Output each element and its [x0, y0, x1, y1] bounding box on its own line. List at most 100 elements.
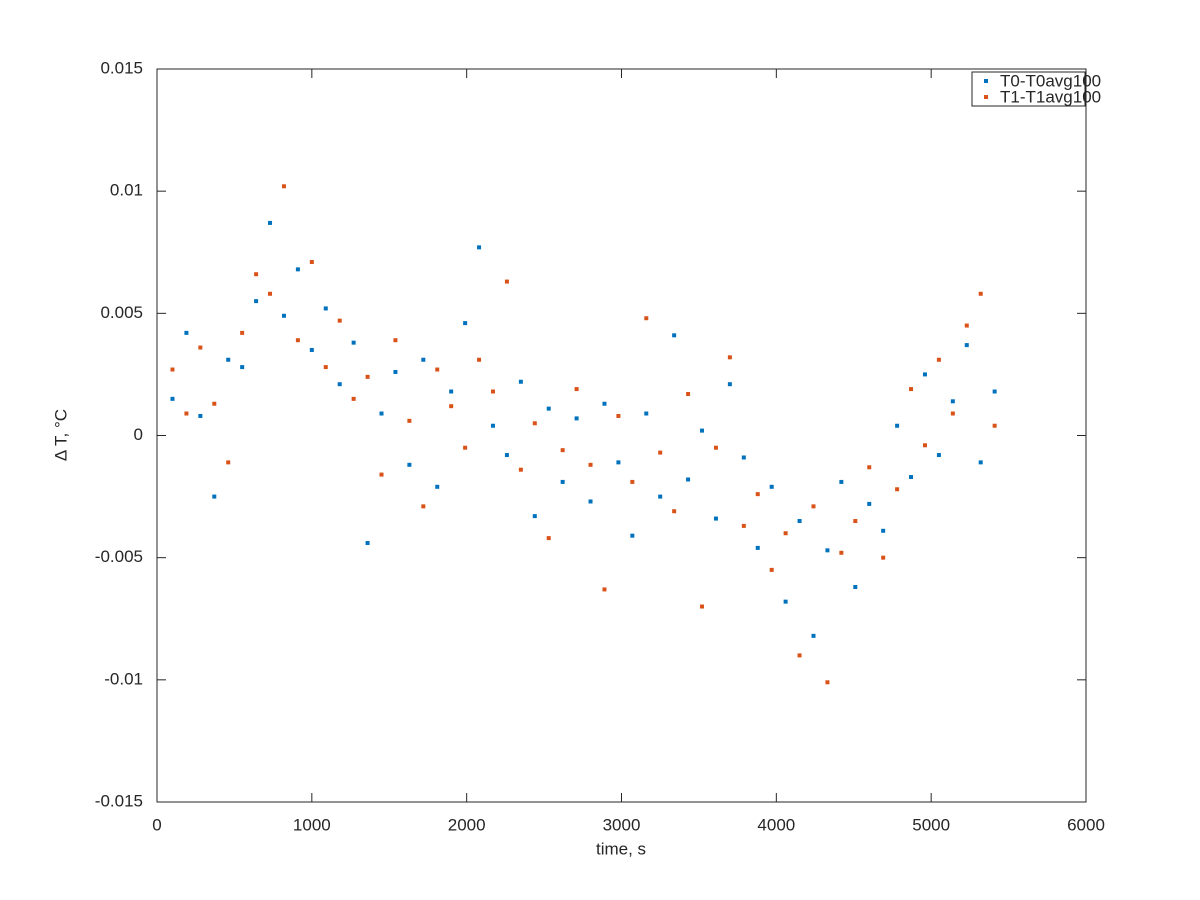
point: [839, 479, 844, 484]
point: [700, 604, 705, 609]
point: [686, 391, 691, 396]
point: [309, 347, 314, 352]
y-tick-label: -0.015: [95, 791, 143, 810]
x-axis-label: time, s: [596, 839, 646, 858]
point: [407, 462, 412, 467]
x-tick-label: 1000: [293, 815, 331, 834]
point: [421, 357, 426, 362]
point: [895, 423, 900, 428]
legend-label: T0-T0avg100: [1000, 71, 1101, 90]
point: [532, 514, 537, 519]
point: [463, 321, 468, 326]
point: [658, 450, 663, 455]
point: [992, 423, 997, 428]
point: [950, 411, 955, 416]
y-tick-label: -0.005: [95, 547, 143, 566]
point: [992, 389, 997, 394]
x-tick-label: 0: [152, 815, 161, 834]
point: [254, 272, 259, 277]
point: [783, 531, 788, 536]
point: [672, 509, 677, 514]
point: [867, 465, 872, 470]
point: [978, 291, 983, 296]
point: [978, 460, 983, 465]
point: [546, 406, 551, 411]
point: [560, 479, 565, 484]
legend-label: T1-T1avg100: [1000, 87, 1101, 106]
point: [449, 404, 454, 409]
x-tick-label: 5000: [912, 815, 950, 834]
point: [518, 467, 523, 472]
point: [672, 333, 677, 338]
y-tick-label: 0.005: [100, 303, 143, 322]
x-tick-label: 4000: [757, 815, 795, 834]
point: [881, 555, 886, 560]
point: [909, 387, 914, 392]
point: [477, 357, 482, 362]
point: [337, 382, 342, 387]
point: [212, 401, 217, 406]
point: [379, 411, 384, 416]
point: [504, 279, 509, 284]
x-tick-label: 2000: [448, 815, 486, 834]
point: [811, 504, 816, 509]
legend-box: [971, 71, 1086, 107]
point: [644, 316, 649, 321]
y-tick-label: 0.01: [110, 181, 143, 200]
point: [268, 220, 273, 225]
point: [323, 365, 328, 370]
y-tick-label: -0.01: [104, 669, 143, 688]
point: [713, 445, 718, 450]
point: [588, 499, 593, 504]
point: [741, 523, 746, 528]
point: [198, 413, 203, 418]
point: [421, 504, 426, 509]
point: [964, 343, 969, 348]
point: [504, 453, 509, 458]
point: [379, 472, 384, 477]
point: [783, 599, 788, 604]
y-tick-label: 0: [134, 425, 143, 444]
point: [309, 260, 314, 265]
point: [226, 460, 231, 465]
point: [895, 487, 900, 492]
point: [574, 416, 579, 421]
point: [449, 389, 454, 394]
point: [741, 455, 746, 460]
plot-box: [156, 68, 1087, 803]
point: [825, 680, 830, 685]
point: [727, 382, 732, 387]
point: [170, 367, 175, 372]
point: [644, 411, 649, 416]
point: [922, 443, 927, 448]
point: [574, 387, 579, 392]
point: [602, 401, 607, 406]
point: [463, 445, 468, 450]
point: [546, 536, 551, 541]
point: [393, 369, 398, 374]
point: [351, 396, 356, 401]
point: [727, 355, 732, 360]
point: [839, 550, 844, 555]
x-tick-label: 6000: [1067, 815, 1105, 834]
point: [184, 411, 189, 416]
point: [922, 372, 927, 377]
point: [254, 299, 259, 304]
x-tick-label: 3000: [603, 815, 641, 834]
point: [755, 492, 760, 497]
point: [630, 533, 635, 538]
point: [393, 338, 398, 343]
legend-marker: [984, 79, 988, 83]
point: [853, 584, 858, 589]
point: [686, 477, 691, 482]
point: [964, 323, 969, 328]
point: [295, 338, 300, 343]
point: [755, 545, 760, 550]
y-tick-label: 0.015: [100, 58, 143, 77]
point: [268, 291, 273, 296]
point: [295, 267, 300, 272]
point: [490, 423, 495, 428]
point: [184, 330, 189, 335]
point: [518, 379, 523, 384]
